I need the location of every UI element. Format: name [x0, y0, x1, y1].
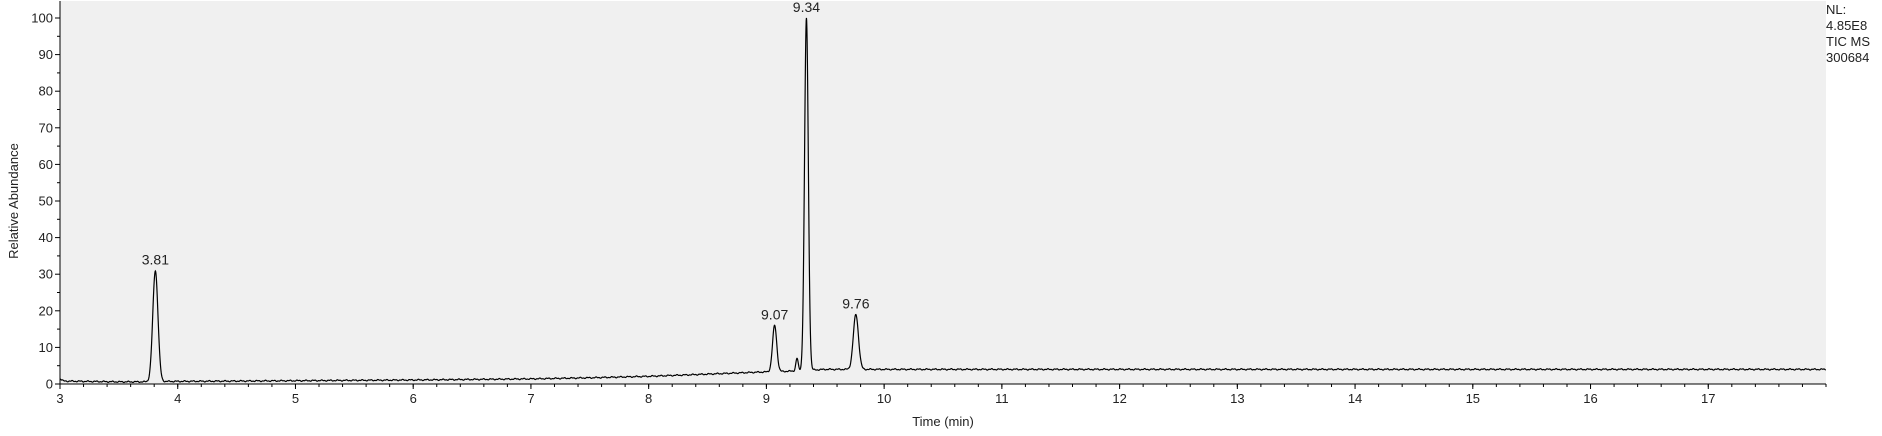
peak-label: 9.76 [842, 295, 869, 311]
x-tick-label: 11 [995, 391, 1009, 406]
x-tick-label: 16 [1583, 391, 1597, 406]
y-tick-label: 40 [39, 230, 53, 245]
peak-label: 3.81 [142, 252, 169, 268]
y-tick-label: 0 [46, 377, 53, 392]
y-tick-label: 90 [39, 47, 53, 62]
x-tick-label: 7 [527, 391, 534, 406]
sample-id: 300684 [1826, 50, 1870, 65]
y-axis: 0 10 20 30 40 50 60 70 80 90 100 [31, 11, 60, 392]
y-tick-label: 100 [31, 11, 53, 26]
y-tick-label: 30 [39, 267, 53, 282]
x-axis-title: Time (min) [912, 414, 974, 429]
scan-type: TIC MS [1826, 34, 1871, 49]
y-tick-label: 20 [39, 303, 53, 318]
peak-label: 9.34 [793, 0, 820, 15]
x-tick-label: 4 [174, 391, 181, 406]
nl-label: NL: [1826, 2, 1847, 17]
y-tick-label: 10 [39, 340, 53, 355]
x-tick-label: 5 [292, 391, 299, 406]
y-tick-label: 50 [39, 194, 53, 209]
peak-label: 9.07 [761, 306, 788, 322]
plot-area [60, 1, 1826, 384]
y-tick-label: 70 [39, 120, 53, 135]
x-axis: 3 4 5 6 7 8 9 10 11 12 13 14 15 16 17 [56, 384, 1827, 406]
nl-value: 4.85E8 [1826, 18, 1868, 33]
x-tick-label: 8 [645, 391, 652, 406]
x-tick-label: 17 [1701, 391, 1715, 406]
x-tick-label: 14 [1348, 391, 1362, 406]
y-axis-title: Relative Abundance [6, 143, 21, 259]
x-tick-label: 12 [1112, 391, 1126, 406]
y-tick-label: 80 [39, 84, 53, 99]
x-tick-label: 13 [1230, 391, 1244, 406]
peak-labels: 3.81 9.07 9.34 9.76 [142, 0, 870, 322]
tic-trace-line [59, 17, 1826, 384]
scan-info-panel: NL: 4.85E8 TIC MS 300684 [1826, 2, 1870, 66]
x-tick-label: 10 [877, 391, 891, 406]
x-tick-label: 9 [763, 391, 770, 406]
x-tick-label: 3 [56, 391, 63, 406]
y-tick-label: 60 [39, 157, 53, 172]
x-tick-label: 15 [1466, 391, 1480, 406]
x-tick-label: 6 [410, 391, 417, 406]
